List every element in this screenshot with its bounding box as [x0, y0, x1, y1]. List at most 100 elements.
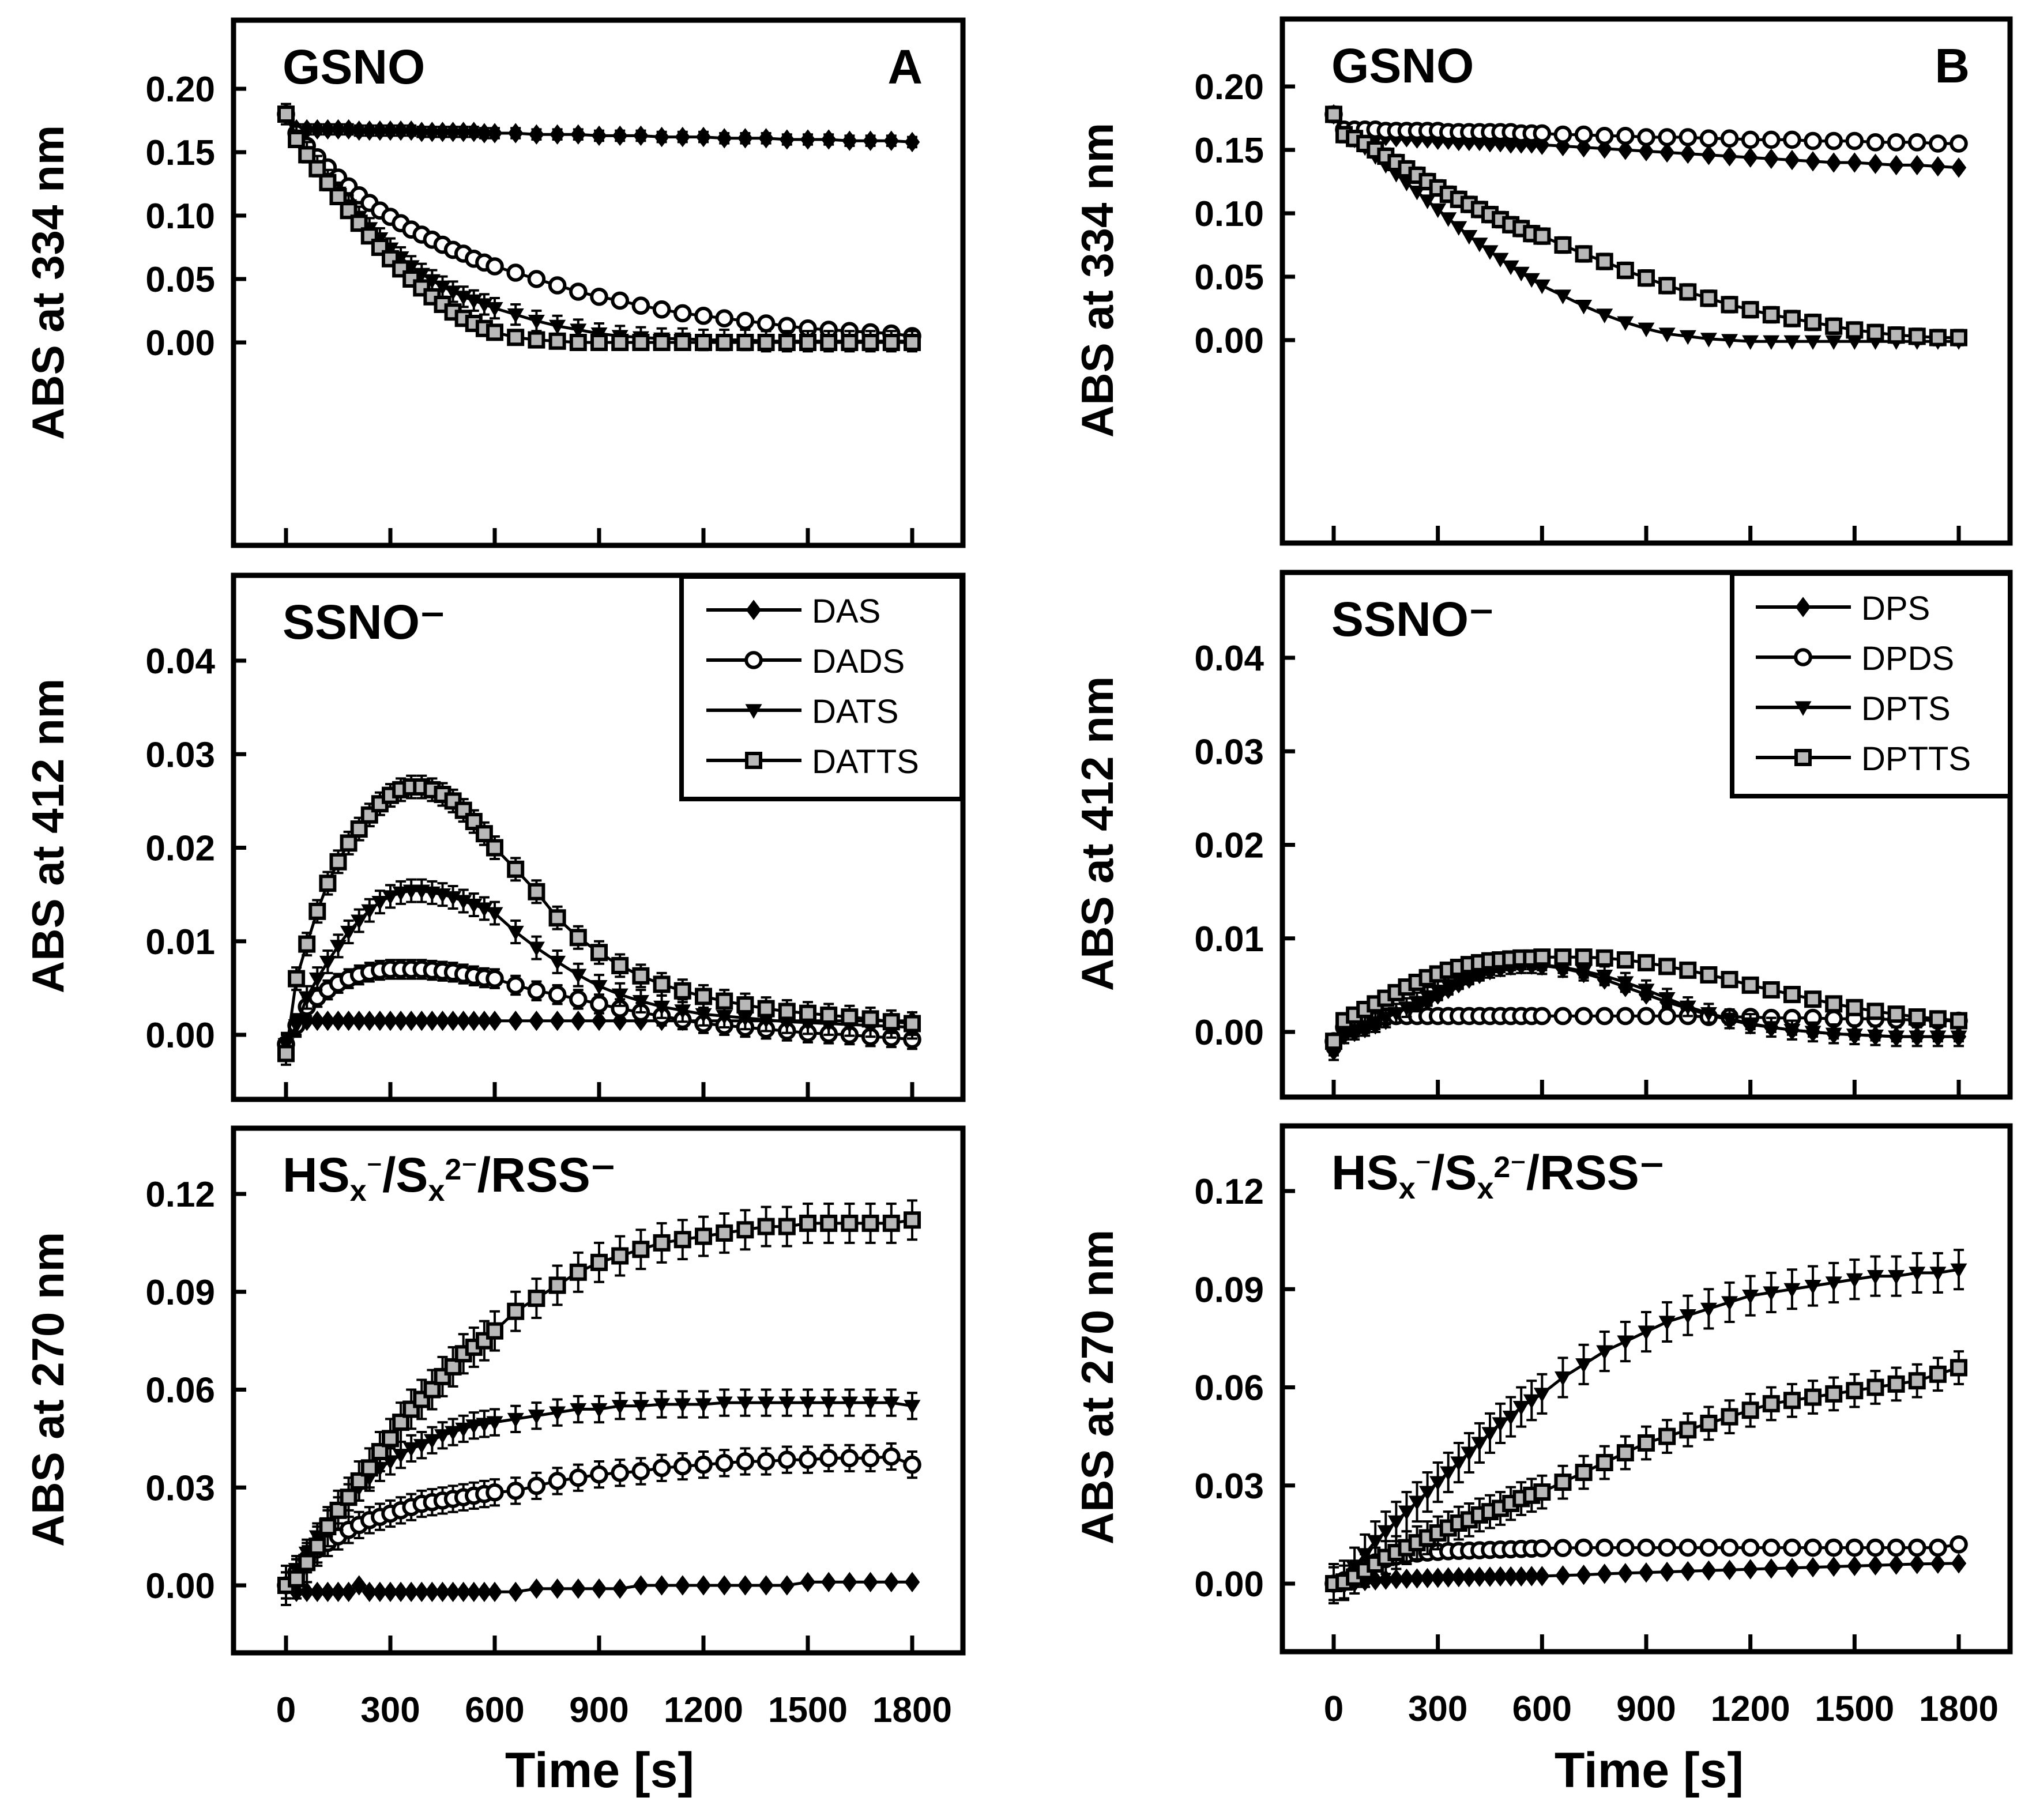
- data-point: [1419, 990, 1436, 1005]
- data-point: [1763, 1558, 1779, 1579]
- plot-area: [1324, 1249, 1968, 1605]
- data-point: [1721, 1296, 1738, 1311]
- data-point: [487, 123, 503, 144]
- data-point: [1533, 124, 1552, 143]
- data-point: [1743, 147, 1758, 168]
- data-point: [507, 1302, 525, 1320]
- data-point: [1554, 1371, 1571, 1386]
- data-point: [736, 334, 754, 351]
- data-point: [549, 319, 566, 335]
- data-point: [528, 1290, 545, 1307]
- legend-b-label-1: DPDS: [1861, 640, 1954, 677]
- data-point: [716, 334, 733, 351]
- y-axis-title: ABS at 334 nm: [22, 125, 73, 440]
- data-point: [1783, 130, 1801, 149]
- data-point: [341, 1581, 356, 1602]
- series-datts: [277, 105, 921, 351]
- data-point: [1846, 998, 1864, 1016]
- data-point: [1481, 245, 1499, 260]
- data-point: [757, 1000, 775, 1018]
- data-point: [758, 1575, 774, 1596]
- data-point: [1617, 140, 1634, 160]
- data-point: [1762, 981, 1780, 998]
- data-point: [529, 124, 544, 145]
- data-point: [590, 944, 608, 962]
- series-dptts: [1325, 948, 1967, 1050]
- y-tick-label: 0.10: [145, 197, 215, 236]
- x-tick-label: 1500: [1815, 1689, 1894, 1729]
- data-point: [737, 1575, 753, 1596]
- data-point: [1575, 948, 1593, 966]
- data-point: [1887, 1005, 1905, 1023]
- data-point: [476, 123, 492, 144]
- x-tick-label: 1800: [872, 1690, 952, 1730]
- data-point: [1503, 1566, 1519, 1587]
- data-point: [1450, 1456, 1467, 1471]
- data-point: [1617, 316, 1634, 331]
- data-point: [393, 1581, 409, 1602]
- data-point: [570, 1578, 586, 1599]
- data-point: [653, 1398, 671, 1413]
- data-point: [362, 120, 378, 141]
- plot-area: [277, 103, 921, 353]
- data-point: [1907, 133, 1926, 152]
- panel-a-ssno: 0.00 0.01 0.02 0.03 0.04 ABS at 412 nm SSNO⁻: [22, 572, 966, 1102]
- data-point: [372, 120, 388, 141]
- data-point: [528, 883, 545, 900]
- data-point: [799, 1214, 816, 1232]
- data-point: [1492, 1417, 1509, 1432]
- data-point: [1700, 333, 1717, 348]
- data-point: [611, 291, 629, 310]
- data-point: [361, 904, 378, 920]
- y-tick-label: 0.00: [1194, 1565, 1264, 1604]
- data-point: [675, 1575, 691, 1596]
- data-point: [778, 1450, 796, 1469]
- data-point: [1574, 1538, 1593, 1557]
- data-point: [861, 1214, 879, 1232]
- data-point: [633, 1575, 649, 1596]
- data-point: [1451, 1566, 1467, 1588]
- data-point: [1679, 330, 1696, 345]
- data-point: [1825, 1276, 1842, 1291]
- data-point: [716, 1396, 733, 1411]
- data-point: [445, 1010, 461, 1031]
- data-point: [1658, 1427, 1676, 1445]
- data-point: [633, 125, 649, 146]
- data-point: [1826, 1556, 1842, 1577]
- data-point: [486, 323, 503, 341]
- x-tick-label: 1200: [1711, 1689, 1790, 1729]
- data-point: [1846, 1273, 1863, 1288]
- data-point: [1596, 1345, 1613, 1360]
- data-point: [632, 334, 650, 351]
- data-point: [319, 955, 336, 971]
- data-point: [277, 1045, 295, 1062]
- panel-title: SSNO⁻: [283, 595, 445, 649]
- data-point: [507, 329, 525, 346]
- data-point: [1825, 995, 1843, 1013]
- data-point: [319, 875, 337, 892]
- data-point: [1616, 951, 1634, 969]
- data-point: [1616, 1538, 1635, 1557]
- data-point: [1409, 1495, 1426, 1510]
- data-point: [1616, 1007, 1635, 1026]
- data-point: [1637, 128, 1655, 146]
- data-point: [320, 119, 336, 140]
- data-point: [1929, 1010, 1947, 1028]
- data-point: [528, 941, 545, 956]
- data-point: [1419, 194, 1436, 209]
- data-point: [1597, 1563, 1612, 1584]
- data-point: [611, 988, 629, 1004]
- data-point: [800, 1572, 816, 1593]
- data-point: [820, 1214, 838, 1232]
- panel-a-hsx: 0.00 0.03 0.06 0.09 0.12 0 300 600 900 1200 1500 18…: [22, 1125, 966, 1730]
- data-point: [1533, 1539, 1552, 1558]
- data-point: [1909, 1554, 1925, 1574]
- data-point: [883, 130, 900, 151]
- data-point: [654, 1575, 669, 1596]
- data-point: [1845, 131, 1864, 150]
- data-point: [382, 120, 398, 141]
- data-point: [695, 334, 712, 351]
- data-point: [1783, 1024, 1801, 1039]
- y-tick-label: 0.06: [145, 1371, 215, 1411]
- data-point: [507, 1581, 524, 1602]
